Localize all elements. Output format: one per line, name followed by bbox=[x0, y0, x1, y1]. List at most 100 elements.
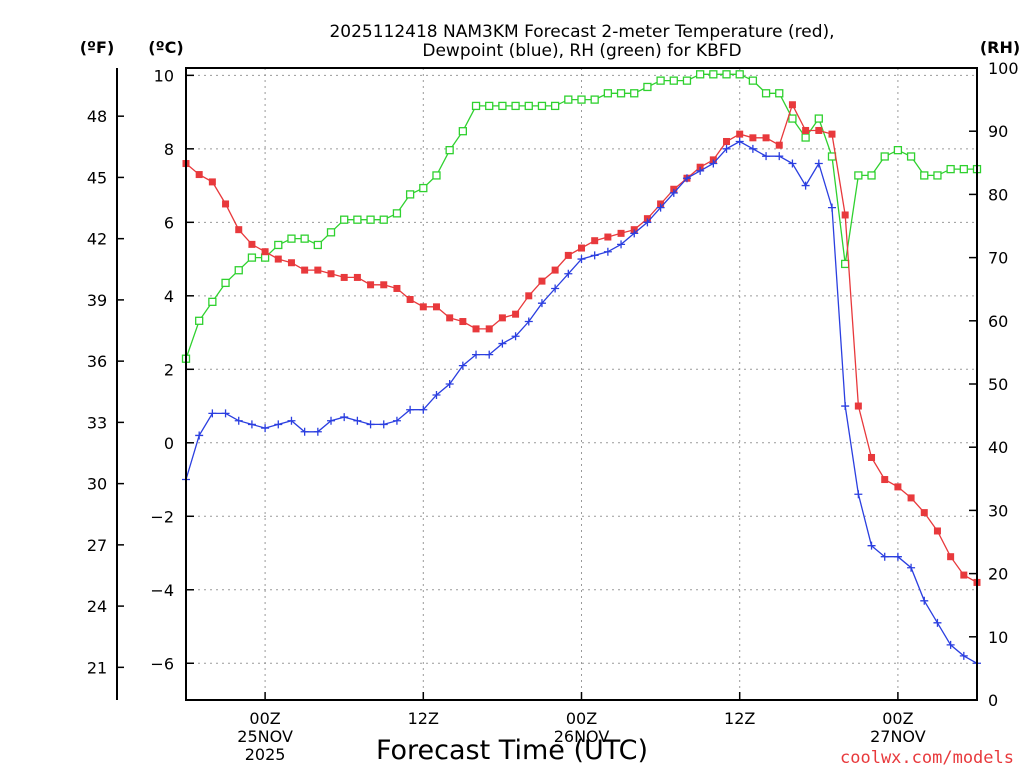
fahrenheit-tick-label: 42 bbox=[87, 230, 107, 249]
dewpoint-point bbox=[551, 284, 560, 293]
rh-point bbox=[577, 95, 586, 104]
time-tick-label: 00Z bbox=[566, 709, 597, 728]
temperature-point bbox=[367, 281, 375, 289]
temperature-point bbox=[920, 509, 928, 517]
temperature-point bbox=[881, 476, 889, 484]
rh-point bbox=[801, 133, 810, 142]
rh-point bbox=[775, 89, 784, 98]
dewpoint-point bbox=[313, 427, 322, 436]
temperature-point bbox=[525, 292, 533, 300]
dewpoint-point bbox=[208, 409, 217, 418]
dewpoint-point bbox=[617, 240, 626, 249]
temperature-point bbox=[564, 251, 572, 259]
rh-point bbox=[761, 89, 771, 98]
temperature-point bbox=[762, 134, 770, 142]
dewpoint-point bbox=[406, 405, 415, 414]
temperature-point bbox=[854, 402, 862, 410]
temperature-point bbox=[340, 273, 348, 281]
rh-point bbox=[537, 101, 547, 111]
dewpoint-point bbox=[827, 203, 836, 212]
rh-point bbox=[709, 70, 718, 79]
temperature-point bbox=[538, 277, 546, 285]
temperature-point bbox=[749, 134, 757, 142]
fahrenheit-tick-label: 24 bbox=[87, 597, 107, 616]
rh-point bbox=[379, 215, 388, 224]
dewpoint-point bbox=[590, 251, 599, 260]
temperature-point bbox=[512, 310, 520, 318]
temperature-point bbox=[287, 259, 295, 267]
rh-point bbox=[524, 101, 533, 111]
dewpoint-point bbox=[392, 416, 401, 425]
rh-point bbox=[234, 266, 243, 275]
fahrenheit-tick-label: 48 bbox=[87, 107, 107, 126]
time-tick-label: 27NOV bbox=[870, 727, 926, 746]
dewpoint-point bbox=[880, 552, 889, 561]
axes: −6−4−20246810010203040506070809010021242… bbox=[87, 59, 1019, 764]
rh-point bbox=[841, 259, 850, 269]
dewpoint-point bbox=[511, 332, 520, 341]
rh-point bbox=[946, 164, 955, 174]
fahrenheit-tick-label: 30 bbox=[87, 475, 107, 494]
temperature-point bbox=[947, 553, 955, 561]
dewpoint-point bbox=[669, 188, 678, 197]
dewpoint-point bbox=[630, 229, 639, 238]
temperature-point bbox=[393, 284, 401, 292]
temperature-point bbox=[894, 483, 902, 491]
rh-tick-label: 50 bbox=[988, 375, 1008, 394]
dewpoint-point bbox=[959, 651, 968, 660]
dewpoint-point bbox=[775, 152, 784, 161]
time-tick-label: 12Z bbox=[408, 709, 439, 728]
rh-point bbox=[906, 152, 916, 161]
temperature-point bbox=[802, 126, 810, 134]
temperature-point bbox=[933, 527, 941, 535]
celsius-tick-label: 0 bbox=[164, 434, 174, 453]
temperature-point bbox=[446, 314, 454, 322]
temperature-point bbox=[485, 325, 493, 333]
celsius-unit-label: (ºC) bbox=[148, 38, 183, 57]
dewpoint-point bbox=[379, 420, 388, 429]
dewpoint-point bbox=[814, 159, 823, 168]
rh-point bbox=[340, 215, 349, 224]
rh-point bbox=[630, 89, 639, 98]
rh-point bbox=[893, 146, 903, 155]
rh-tick-label: 100 bbox=[988, 59, 1019, 78]
dewpoint-point bbox=[287, 416, 296, 425]
temperature-point bbox=[459, 318, 467, 326]
rh-point bbox=[405, 190, 415, 199]
temperature-point bbox=[775, 141, 783, 149]
rh-point bbox=[959, 164, 968, 174]
rh-point bbox=[564, 95, 573, 104]
temperature-point bbox=[604, 233, 612, 241]
celsius-tick-label: 10 bbox=[154, 66, 174, 85]
dewpoint-point bbox=[195, 431, 204, 440]
dewpoint-point bbox=[537, 299, 546, 308]
celsius-tick-label: −4 bbox=[150, 581, 174, 600]
rh-point bbox=[788, 114, 797, 123]
temperature-point bbox=[195, 171, 203, 179]
temperature-point bbox=[551, 266, 559, 274]
rh-point bbox=[854, 171, 863, 180]
time-tick-label: 00Z bbox=[249, 709, 280, 728]
rh-tick-label: 70 bbox=[988, 249, 1008, 268]
temperature-point bbox=[617, 229, 625, 237]
dewpoint-point bbox=[247, 420, 256, 429]
dewpoint-point bbox=[577, 255, 586, 264]
rh-point bbox=[471, 101, 481, 111]
rh-point bbox=[696, 70, 705, 79]
celsius-tick-label: 8 bbox=[164, 140, 174, 159]
temperature-point bbox=[788, 101, 796, 109]
temperature-point bbox=[208, 178, 216, 186]
rh-point bbox=[669, 76, 678, 85]
rh-point bbox=[498, 101, 507, 111]
temperature-point bbox=[723, 137, 731, 145]
celsius-tick-label: 2 bbox=[164, 360, 174, 379]
dewpoint-point bbox=[946, 640, 955, 649]
dewpoint-point bbox=[933, 618, 942, 627]
temperature-point bbox=[736, 130, 744, 138]
rh-point bbox=[392, 209, 402, 218]
rh-tick-label: 80 bbox=[988, 185, 1008, 204]
temperature-point bbox=[868, 453, 876, 461]
fahrenheit-tick-label: 21 bbox=[87, 658, 107, 677]
rh-point bbox=[326, 228, 336, 237]
rh-tick-label: 20 bbox=[988, 565, 1008, 584]
